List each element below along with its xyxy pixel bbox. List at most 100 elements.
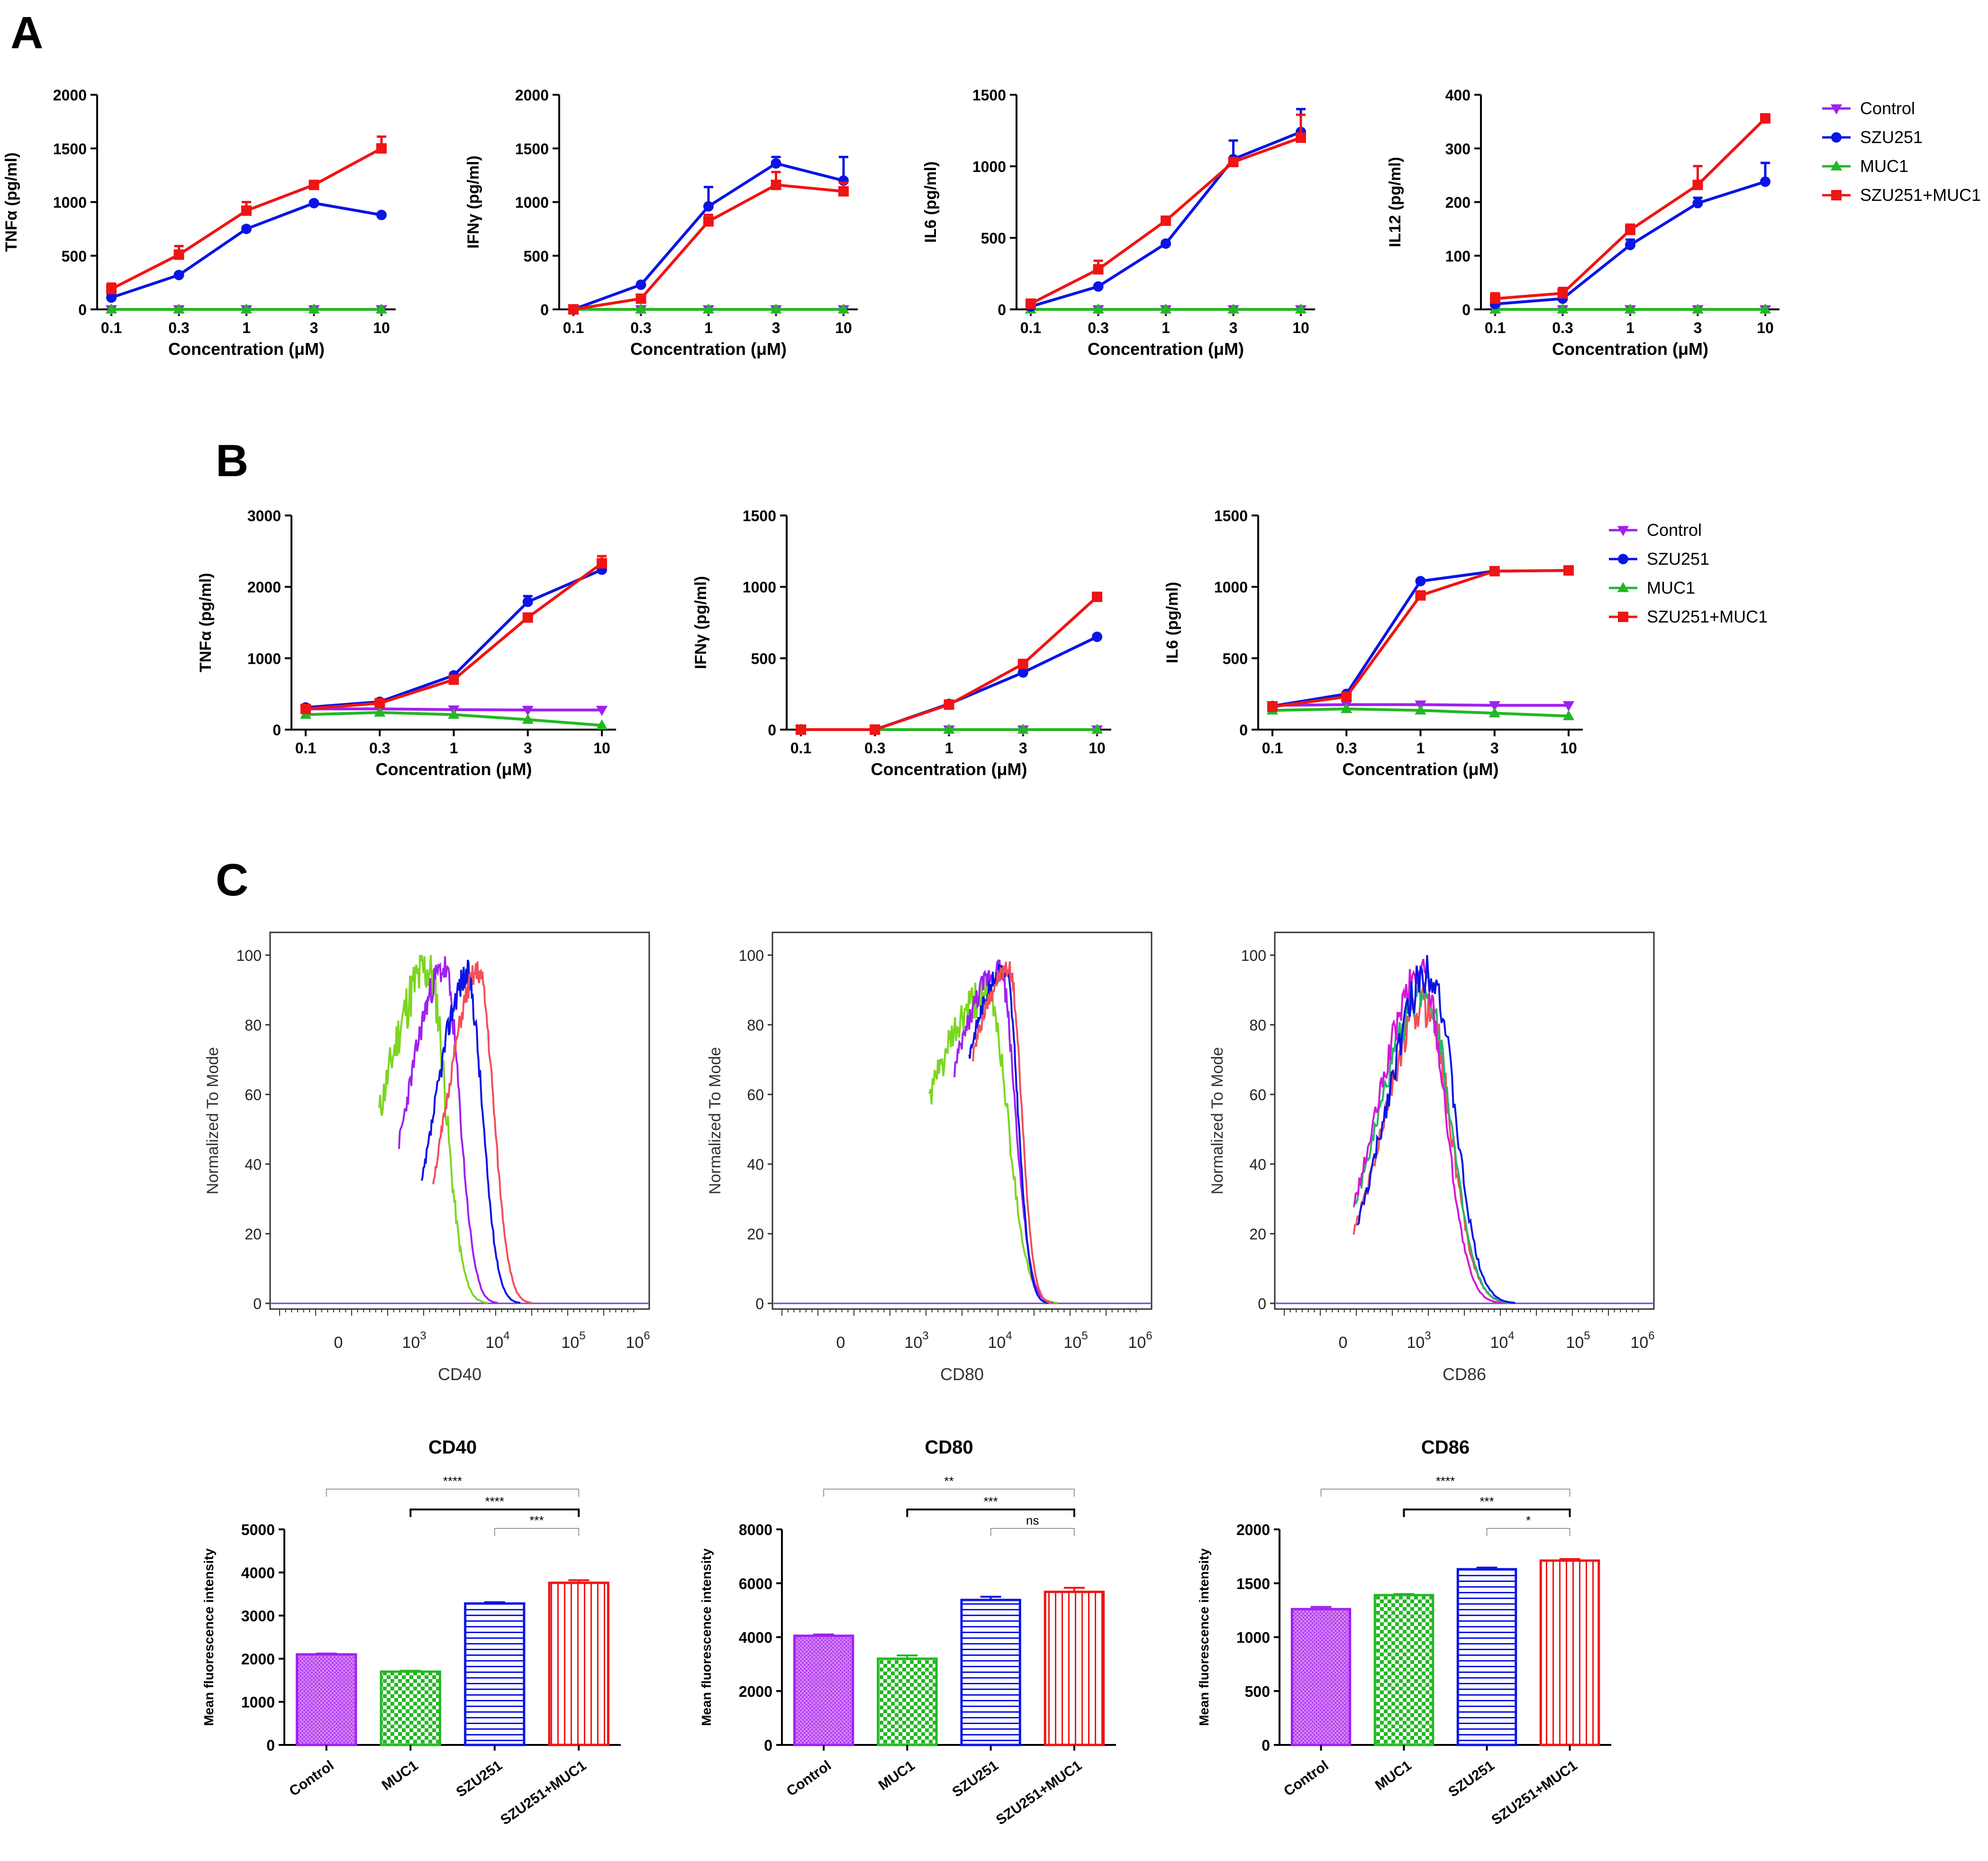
- series-szu251-plus-muc1: [300, 555, 607, 714]
- x-tick-base: 10: [561, 1334, 579, 1352]
- y-axis-title: Normalized To Mode: [706, 1047, 724, 1194]
- x-tick-exponent: 6: [1648, 1329, 1654, 1342]
- y-axis-title: Mean fluorescence intensity: [699, 1548, 714, 1726]
- y-tick-label: 100: [739, 947, 764, 964]
- legend-marker-muc1: [1617, 582, 1629, 592]
- legend-label-muc1: MUC1: [1860, 156, 1908, 176]
- series-line-szu251: [801, 635, 1098, 731]
- series-line-szu251: [111, 201, 382, 299]
- x-tick-exponent: 5: [1081, 1329, 1088, 1342]
- y-tick-label: 0: [755, 1295, 764, 1312]
- chart-c-cd40-bars: 0 1000 2000 3000 4000 5000 Mean fluorescence i…: [201, 1437, 621, 1828]
- data-point-szu251: [309, 198, 319, 208]
- data-point-szu251: [106, 292, 117, 303]
- x-tick-exponent: 4: [1508, 1329, 1514, 1342]
- y-tick-label: 60: [245, 1086, 262, 1103]
- data-point-muc1: [1759, 303, 1771, 314]
- x-tick-label: 0.3: [369, 740, 390, 757]
- data-point-control: [1489, 701, 1500, 712]
- data-point-szu251-plus-muc1: [376, 143, 387, 154]
- data-point-szu251-plus-muc1: [106, 283, 117, 294]
- panel-label-b: B: [216, 435, 248, 486]
- data-point-szu251: [376, 209, 387, 220]
- y-tick-label: 60: [1249, 1086, 1266, 1103]
- series-szu251: [568, 155, 849, 315]
- x-tick-label: 3: [772, 319, 781, 336]
- x-tick-label: 0.1: [563, 319, 584, 336]
- data-point-muc1: [1489, 707, 1500, 718]
- x-tick-label: 1: [1162, 319, 1170, 336]
- x-axis-title: Concentration (μM): [1343, 759, 1499, 779]
- y-tick-label: 2000: [1236, 1521, 1270, 1538]
- data-point-szu251: [703, 201, 714, 212]
- legend-marker-szu251-plus-muc1: [1831, 190, 1842, 200]
- data-point-muc1: [596, 719, 608, 730]
- x-tick-label: 0: [836, 1334, 845, 1352]
- legend-label-szu251-plus-muc1: SZU251+MUC1: [1647, 607, 1768, 626]
- y-tick-label: 1000: [53, 194, 87, 211]
- y-axis-title: IL6 (pg/ml): [922, 162, 940, 243]
- data-point-szu251-plus-muc1: [1093, 264, 1104, 275]
- x-tick-label: 103: [1407, 1329, 1431, 1352]
- data-point-szu251-plus-muc1: [1489, 566, 1500, 577]
- chart-b-il6: 0 500 1000 1500 0.1 0.3 1 3 10 Concentration (μM)…: [1163, 507, 1583, 779]
- x-tick-base: 10: [485, 1334, 503, 1352]
- significance-label: ****: [1436, 1474, 1455, 1488]
- x-tick-label: 0.1: [295, 740, 316, 757]
- significance-label: *: [1526, 1513, 1531, 1527]
- series-szu251-plus-muc1: [1490, 113, 1770, 304]
- data-point-muc1: [448, 708, 460, 719]
- bar-szu251-plus-muc1: [1539, 1559, 1600, 1746]
- y-tick-label: 1500: [972, 87, 1006, 104]
- x-tick-label: 0.1: [1020, 319, 1041, 336]
- data-point-szu251-plus-muc1: [1017, 659, 1028, 669]
- data-point-szu251-plus-muc1: [1267, 701, 1278, 712]
- y-tick-label: 100: [1241, 947, 1266, 964]
- y-tick-label: 1500: [1236, 1575, 1270, 1592]
- series-line-szu251: [572, 162, 844, 311]
- data-point-muc1: [1624, 303, 1636, 314]
- data-point-szu251-plus-muc1: [1557, 288, 1568, 299]
- data-point-szu251: [522, 596, 533, 607]
- y-tick-label: 0: [1262, 1737, 1270, 1754]
- y-tick-label: 3000: [247, 507, 281, 524]
- data-point-szu251-plus-muc1: [1228, 156, 1239, 167]
- bar-control: [296, 1653, 357, 1746]
- series-line-szu251-plus-muc1: [1495, 117, 1767, 300]
- x-tick-label: 10: [1560, 740, 1577, 757]
- y-tick-label: 40: [1249, 1156, 1266, 1173]
- y-axis-title: Normalized To Mode: [204, 1047, 222, 1194]
- x-axis-title: CD86: [1443, 1364, 1486, 1384]
- significance-label: ****: [485, 1494, 504, 1509]
- x-tick-label-szu251-plus-muc1: SZU251+MUC1: [993, 1758, 1085, 1828]
- y-axis-title: TNFα (pg/ml): [197, 573, 215, 672]
- data-point-muc1: [375, 303, 388, 314]
- x-axis-title: Concentration (μM): [376, 759, 532, 779]
- legend-marker-szu251: [1618, 554, 1628, 564]
- series-szu251-plus-muc1: [106, 135, 387, 294]
- data-point-control: [596, 705, 608, 716]
- chart-title: CD40: [428, 1437, 477, 1458]
- y-axis-title: Mean fluorescence intensity: [201, 1548, 216, 1726]
- data-point-muc1: [1091, 723, 1103, 734]
- chart-c-cd86-bars: 0 500 1000 1500 2000 Mean fluorescence intens…: [1197, 1437, 1611, 1828]
- legend-label-szu251-plus-muc1: SZU251+MUC1: [1860, 185, 1981, 205]
- x-tick-label-control: Control: [286, 1758, 336, 1799]
- x-tick-label: 10: [1089, 740, 1106, 757]
- legend-a: Control SZU251 MUC1 SZU251+MUC1: [1822, 99, 1981, 205]
- legend-label-control: Control: [1860, 99, 1915, 118]
- significance-bracket: [990, 1528, 1075, 1536]
- significance-bracket: [823, 1489, 1075, 1497]
- x-tick-label: 0: [334, 1334, 343, 1352]
- y-tick-label: 500: [62, 248, 87, 265]
- x-tick-label: 0.1: [1262, 740, 1283, 757]
- significance-label: ***: [1480, 1494, 1494, 1509]
- legend-b: Control SZU251 MUC1 SZU251+MUC1: [1609, 520, 1768, 626]
- data-point-szu251-plus-muc1: [771, 180, 781, 190]
- y-tick-label: 0: [266, 1737, 275, 1754]
- significance-bracket: [326, 1489, 580, 1497]
- histogram-curve-szu251-plus-muc1: [972, 961, 1052, 1304]
- y-tick-label: 500: [1245, 1683, 1270, 1700]
- series-line-szu251-plus-muc1: [305, 562, 603, 711]
- series-line-szu251-plus-muc1: [110, 147, 382, 290]
